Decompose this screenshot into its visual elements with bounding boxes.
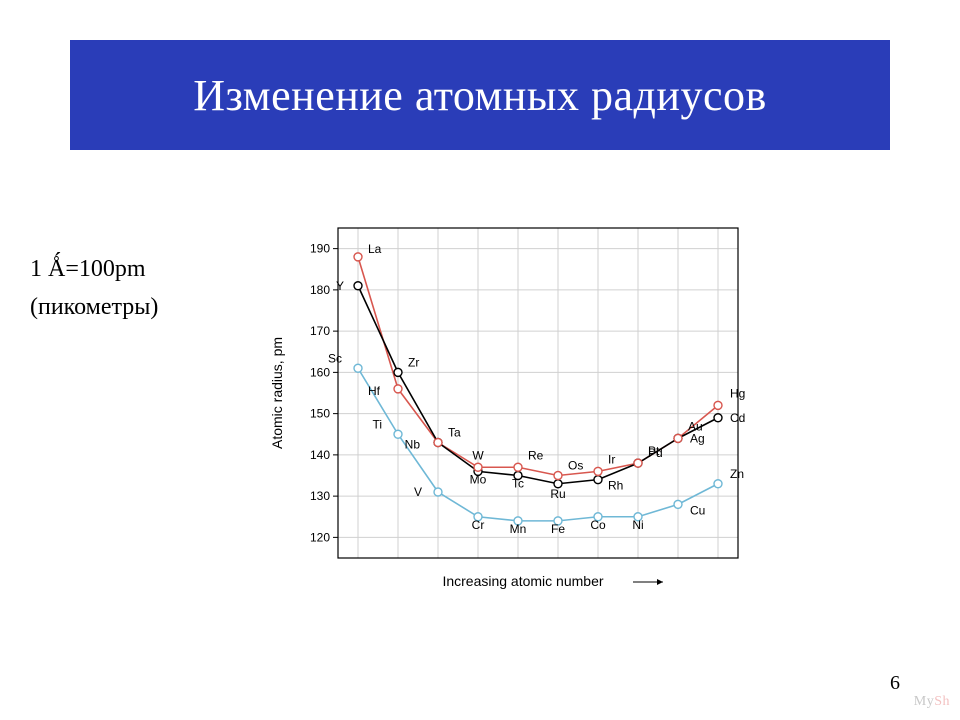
svg-text:130: 130 bbox=[310, 489, 330, 503]
svg-text:Hg: Hg bbox=[730, 386, 745, 400]
svg-text:Fe: Fe bbox=[551, 522, 565, 536]
svg-text:Atomic radius, pm: Atomic radius, pm bbox=[269, 337, 285, 449]
svg-text:190: 190 bbox=[310, 242, 330, 256]
svg-text:Ag: Ag bbox=[690, 431, 705, 445]
svg-text:Hf: Hf bbox=[368, 384, 381, 398]
watermark-sh: Sh bbox=[934, 694, 950, 709]
svg-text:Co: Co bbox=[590, 518, 606, 532]
chart-svg: 120 130 140 150 160 170 180 190 Atomic radius, p… bbox=[260, 210, 780, 610]
svg-text:Mn: Mn bbox=[510, 522, 527, 536]
svg-text:La: La bbox=[368, 242, 382, 256]
svg-text:170: 170 bbox=[310, 324, 330, 338]
svg-text:Y: Y bbox=[336, 279, 344, 293]
svg-text:Re: Re bbox=[528, 448, 544, 462]
svg-text:V: V bbox=[414, 485, 422, 499]
svg-text:W: W bbox=[472, 448, 484, 462]
svg-text:Zr: Zr bbox=[408, 355, 419, 369]
svg-text:Au: Au bbox=[688, 419, 703, 433]
svg-text:Nb: Nb bbox=[405, 438, 421, 452]
side-line-1: 1 Ǻ=100pm bbox=[30, 250, 158, 288]
svg-text:Mo: Mo bbox=[470, 472, 487, 486]
svg-text:Os: Os bbox=[568, 459, 583, 473]
svg-text:Ta: Ta bbox=[448, 426, 461, 440]
svg-text:Cu: Cu bbox=[690, 503, 705, 517]
svg-text:Sc: Sc bbox=[328, 351, 342, 365]
svg-text:Cr: Cr bbox=[472, 518, 485, 532]
atomic-radius-chart: 120 130 140 150 160 170 180 190 Atomic radius, p… bbox=[260, 210, 780, 610]
svg-text:160: 160 bbox=[310, 365, 330, 379]
side-line-2: (пикометры) bbox=[30, 288, 158, 326]
svg-text:150: 150 bbox=[310, 407, 330, 421]
page-title: Изменение атомных радиусов bbox=[193, 70, 767, 121]
watermark-my: My bbox=[914, 694, 934, 709]
svg-text:Tc: Tc bbox=[512, 477, 524, 491]
page-number: 6 bbox=[890, 672, 900, 695]
svg-text:Ir: Ir bbox=[608, 452, 615, 466]
svg-text:Pt: Pt bbox=[648, 444, 660, 458]
svg-text:Cd: Cd bbox=[730, 411, 745, 425]
svg-text:Ni: Ni bbox=[632, 518, 643, 532]
svg-text:120: 120 bbox=[310, 530, 330, 544]
title-bar: Изменение атомных радиусов bbox=[70, 40, 890, 150]
svg-text:Increasing atomic number: Increasing atomic number bbox=[442, 573, 603, 589]
svg-text:Ti: Ti bbox=[372, 417, 382, 431]
side-note: 1 Ǻ=100pm (пикометры) bbox=[30, 250, 158, 327]
svg-text:Rh: Rh bbox=[608, 479, 623, 493]
svg-text:Zn: Zn bbox=[730, 467, 744, 481]
watermark: MySh bbox=[914, 694, 950, 710]
svg-text:180: 180 bbox=[310, 283, 330, 297]
svg-text:140: 140 bbox=[310, 448, 330, 462]
svg-text:Ru: Ru bbox=[550, 487, 565, 501]
